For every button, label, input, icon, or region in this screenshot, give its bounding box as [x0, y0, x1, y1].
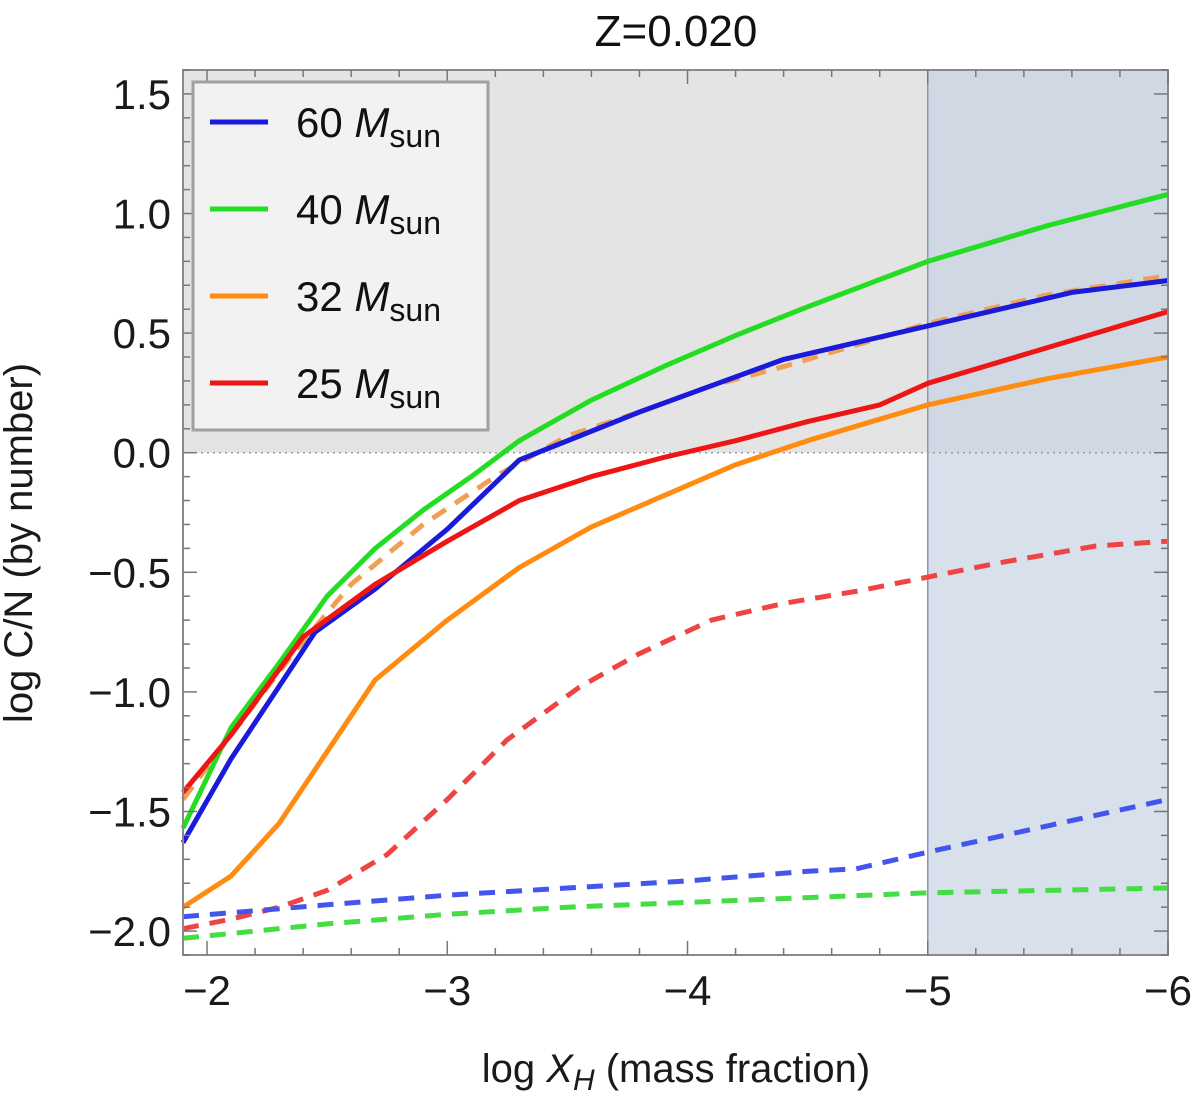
- x-axis-label-var: X: [545, 1047, 574, 1091]
- legend-label: 60 Msun: [296, 99, 441, 154]
- x-tick-label: −3: [423, 967, 471, 1014]
- x-axis-label-sub: H: [573, 1064, 595, 1097]
- legend-mass-value: 60: [296, 99, 354, 146]
- x-axis-label: log XH (mass fraction): [482, 1047, 870, 1097]
- plot-frame: [182, 69, 1169, 956]
- chart-title: Z=0.020: [595, 7, 758, 56]
- y-tick-label: −1.5: [88, 788, 171, 835]
- y-tick-label: 1.5: [113, 71, 171, 118]
- legend-mass-value: 32: [296, 273, 354, 320]
- y-axis-label: log C/N (by number): [0, 363, 41, 723]
- legend-box: [191, 80, 490, 432]
- legend-unit-sub: sun: [389, 292, 441, 328]
- legend-unit-var: M: [354, 186, 389, 233]
- legend-label: 32 Msun: [296, 273, 441, 328]
- x-tick-label: −2: [183, 967, 231, 1014]
- y-tick-label: −1.0: [88, 669, 171, 716]
- x-axis-label-suffix: (mass fraction): [595, 1047, 871, 1091]
- y-tick-label: 0.0: [113, 430, 171, 477]
- legend-unit-sub: sun: [389, 118, 441, 154]
- y-tick-label: −0.5: [88, 549, 171, 596]
- series-line-40-msun-solid: [180, 191, 1169, 830]
- x-tick-label: −6: [1144, 967, 1192, 1014]
- legend-label: 40 Msun: [296, 186, 441, 241]
- x-tick-label: −5: [904, 967, 952, 1014]
- legend-label: 25 Msun: [296, 360, 441, 415]
- legend-unit-var: M: [354, 360, 389, 407]
- series-line-60-msun-dashed: [182, 797, 1169, 920]
- y-tick-label: 1.0: [113, 191, 171, 238]
- legend-mass-value: 40: [296, 186, 354, 233]
- x-tick-label: −4: [664, 967, 712, 1014]
- series-line-60-msun-solid: [180, 278, 1169, 844]
- axis-ticks: −2 −3 −4 −5 −6 −2.0 −1.5 −1.0 −0.5 0.0 0.5 1.0 1.5: [88, 69, 1192, 1014]
- series-line-25-msun-dashed: [182, 538, 1169, 932]
- legend-unit-var: M: [354, 273, 389, 320]
- legend-mass-value: 25: [296, 360, 354, 407]
- x-axis-label-prefix: log: [482, 1047, 547, 1091]
- series-line-32-msun-solid: [181, 354, 1169, 910]
- y-tick-label: −2.0: [88, 908, 171, 955]
- series-line-25-msun-solid: [181, 309, 1169, 795]
- legend-unit-var: M: [354, 99, 389, 146]
- legend-unit-sub: sun: [389, 379, 441, 415]
- y-tick-label: 0.5: [113, 310, 171, 357]
- legend-unit-sub: sun: [389, 205, 441, 241]
- data-series: [180, 191, 1169, 941]
- plot-frame-border: [182, 69, 1169, 956]
